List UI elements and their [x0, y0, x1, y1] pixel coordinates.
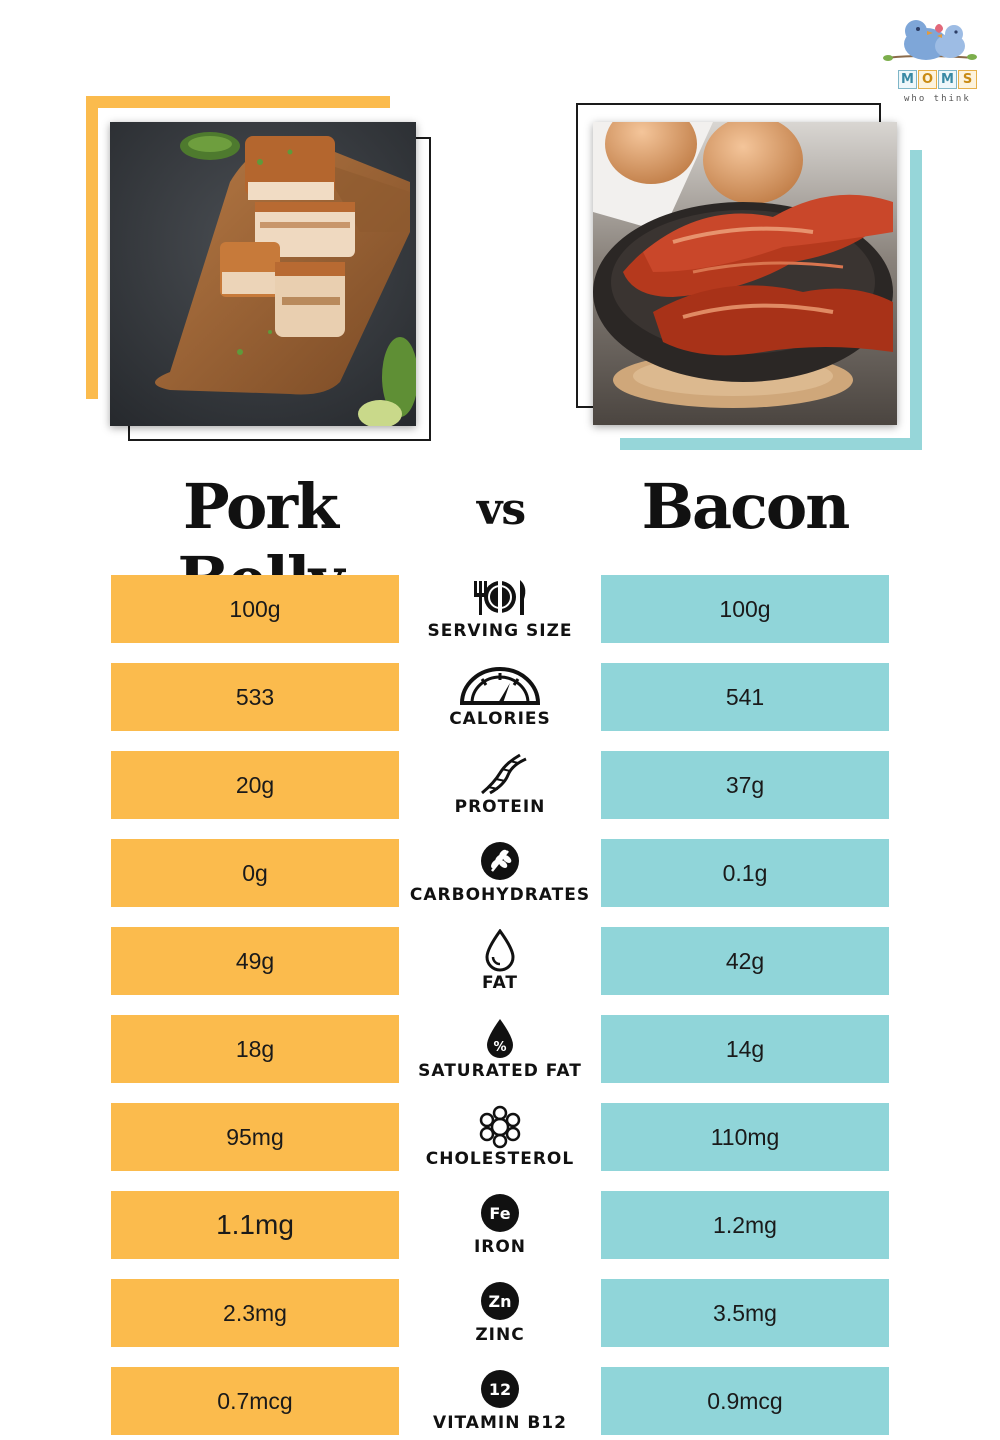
gauge-icon [459, 667, 541, 705]
row-saturated-fat: 18g % SATURATED FAT 14g [0, 1015, 1000, 1085]
pork-value: 0g [111, 839, 399, 907]
row-label: CALORIES [449, 709, 551, 729]
logo-letter: S [958, 70, 977, 89]
dna-helix-icon [481, 753, 527, 795]
row-label: VITAMIN B12 [433, 1413, 567, 1433]
teal-frame-accent [910, 150, 922, 450]
pork-value: 533 [111, 663, 399, 731]
molecule-icon [479, 1105, 521, 1149]
pork-value: 0.7mcg [111, 1367, 399, 1435]
bacon-value: 100g [601, 575, 889, 643]
yellow-frame-accent [86, 96, 390, 108]
moms-who-think-logo: M O M S who think [880, 14, 980, 106]
row-vitamin-b12: 0.7mcg 12 VITAMIN B12 0.9mcg [0, 1367, 1000, 1437]
bacon-value: 3.5mg [601, 1279, 889, 1347]
bacon-photo [593, 122, 897, 425]
pork-value: 18g [111, 1015, 399, 1083]
pork-value: 95mg [111, 1103, 399, 1171]
vs-label: vs [476, 484, 526, 535]
pork-value: 100g [111, 575, 399, 643]
row-label: ZINC [475, 1325, 525, 1345]
logo-tagline: who think [904, 94, 971, 104]
logo-letter: M [898, 70, 917, 89]
bacon-value: 541 [601, 663, 889, 731]
zn-icon-text: Zn [489, 1292, 512, 1311]
row-iron: 1.1mg Fe IRON 1.2mg [0, 1191, 1000, 1261]
logo-letter: O [918, 70, 937, 89]
row-cholesterol: 95mg CHOLESTEROL 110mg [0, 1103, 1000, 1173]
bacon-value: 37g [601, 751, 889, 819]
drop-icon [485, 929, 515, 972]
nutrient-label: SERVING SIZE [401, 575, 599, 645]
bacon-value: 110mg [601, 1103, 889, 1171]
nutrient-label: CHOLESTEROL [401, 1103, 599, 1173]
bacon-value: 0.1g [601, 839, 889, 907]
svg-text:%: % [493, 1040, 506, 1055]
fe-icon: Fe [481, 1194, 519, 1232]
logo-letter: M [938, 70, 957, 89]
row-serving-size: 100g SERVING SIZE 100g [0, 575, 1000, 645]
row-label: CARBOHYDRATES [409, 885, 591, 905]
b12-icon-text: 12 [489, 1380, 511, 1399]
yellow-frame-accent [86, 96, 98, 399]
nutrient-label: Fe IRON [401, 1191, 599, 1261]
row-label: SATURATED FAT [418, 1061, 582, 1081]
row-carbohydrates: 0g CARBOHYDRATES 0.1g [0, 839, 1000, 909]
nutrient-label: CALORIES [401, 663, 599, 733]
row-label: SERVING SIZE [427, 621, 573, 641]
bacon-value: 42g [601, 927, 889, 995]
row-fat: 49g FAT 42g [0, 927, 1000, 997]
b12-icon: 12 [481, 1370, 519, 1408]
row-zinc: 2.3mg Zn ZINC 3.5mg [0, 1279, 1000, 1349]
percent-drop-icon: % [487, 1019, 513, 1058]
row-calories: 533 CALORIES 541 [0, 663, 1000, 733]
bacon-value: 1.2mg [601, 1191, 889, 1259]
pork-value: 1.1mg [111, 1191, 399, 1259]
pork-value: 49g [111, 927, 399, 995]
bacon-title: Bacon [641, 470, 851, 543]
teal-frame-accent [620, 438, 922, 450]
wheat-icon [481, 842, 519, 880]
zn-icon: Zn [481, 1282, 519, 1320]
row-protein: 20g PROTEIN 37g [0, 751, 1000, 821]
fe-icon-text: Fe [489, 1204, 510, 1223]
nutrient-label: CARBOHYDRATES [401, 839, 599, 909]
plate-cutlery-icon [474, 580, 526, 615]
pork-belly-photo [110, 122, 416, 426]
pork-value: 20g [111, 751, 399, 819]
bacon-value: 14g [601, 1015, 889, 1083]
nutrient-label: Zn ZINC [401, 1279, 599, 1349]
row-label: IRON [473, 1237, 527, 1257]
nutrient-label: 12 VITAMIN B12 [401, 1367, 599, 1437]
pork-value: 2.3mg [111, 1279, 399, 1347]
bacon-value: 0.9mcg [601, 1367, 889, 1435]
row-label: FAT [481, 973, 519, 993]
nutrient-label: % SATURATED FAT [401, 1015, 599, 1085]
bird-logo-icon [883, 20, 977, 61]
nutrient-label: PROTEIN [401, 751, 599, 821]
row-label: PROTEIN [454, 797, 546, 817]
row-label: CHOLESTEROL [425, 1149, 575, 1169]
nutrient-label: FAT [401, 927, 599, 997]
